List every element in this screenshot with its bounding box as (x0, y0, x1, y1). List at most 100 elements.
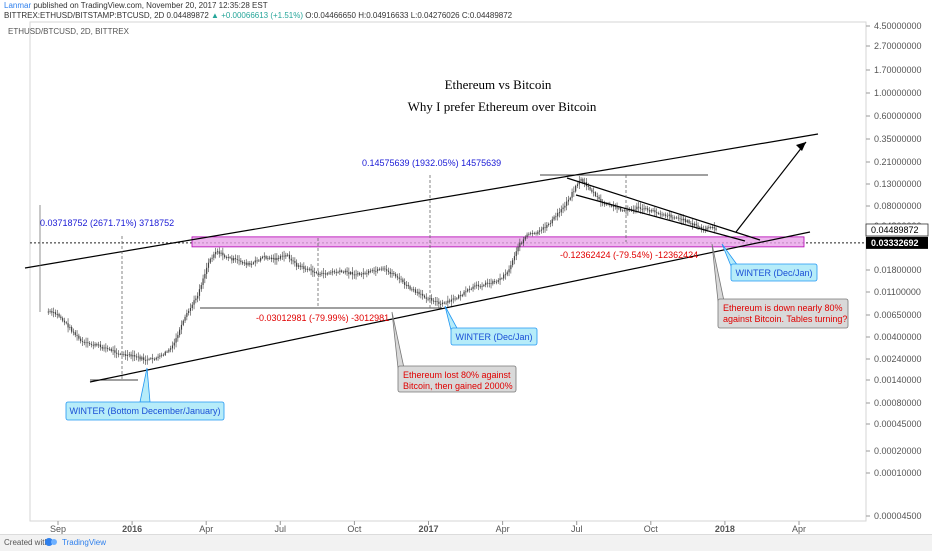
candle-body (382, 269, 383, 270)
candle-body (271, 258, 272, 259)
candle-body (404, 282, 405, 285)
x-tick-label: 2017 (418, 524, 438, 534)
candle-body (345, 271, 346, 273)
candle-body (496, 282, 497, 283)
upper-channel-line (25, 134, 818, 268)
candle-body (348, 272, 349, 274)
candle-body (337, 272, 338, 273)
candle-body (408, 285, 409, 286)
candle-body (498, 280, 499, 282)
candle-body (303, 266, 304, 269)
y-tick-label: 0.60000000 (874, 111, 922, 121)
candle-body (206, 268, 207, 274)
candle-body (525, 237, 526, 240)
candle-body (121, 354, 122, 355)
projection-arrow-line (736, 142, 806, 232)
candle-body (289, 255, 290, 259)
candle-body (435, 301, 436, 302)
candle-body (519, 243, 520, 247)
candle-body (647, 208, 648, 210)
projection-arrowhead (796, 142, 806, 151)
candle-body (685, 219, 686, 222)
x-tick-label: Apr (792, 524, 806, 534)
y-tick-label: 2.70000000 (874, 41, 922, 51)
y-tick-label: 0.00650000 (874, 310, 922, 320)
candle-body (526, 235, 527, 237)
candle-body (561, 209, 562, 212)
candle-body (336, 272, 337, 273)
x-tick-label: Jul (571, 524, 583, 534)
candle-body (616, 207, 617, 208)
x-tick-label: Sep (50, 524, 66, 534)
measure-label: -0.12362424 (-79.54%) -12362424 (560, 250, 698, 260)
candle-body (372, 270, 373, 271)
candle-body (280, 256, 281, 259)
candle-body (93, 345, 94, 346)
candle-body (228, 257, 229, 258)
candle-body (595, 192, 596, 196)
y-tick-label: 4.50000000 (874, 21, 922, 31)
candle-body (559, 212, 560, 213)
candle-body (85, 342, 86, 343)
candle-body (672, 218, 673, 219)
candle-body (532, 233, 533, 234)
candle-body (580, 179, 581, 181)
candle-body (163, 355, 164, 356)
candle-body (48, 312, 49, 313)
candle-body (566, 201, 567, 205)
candle-body (681, 219, 682, 220)
candle-body (159, 355, 160, 356)
chart-title: Ethereum vs Bitcoin (445, 77, 552, 92)
candle-body (242, 262, 243, 263)
candle-body (409, 286, 410, 289)
candle-body (100, 345, 101, 348)
candle-body (55, 312, 56, 314)
candle-body (678, 218, 679, 219)
candle-body (546, 225, 547, 228)
measure-label: 0.03718752 (2671.71%) 3718752 (40, 218, 174, 228)
candle-body (577, 184, 578, 186)
candle-body (465, 291, 466, 292)
candle-body (152, 358, 153, 359)
candle-body (699, 227, 700, 228)
candle-body (429, 298, 430, 299)
candle-body (503, 275, 504, 279)
candle-body (309, 269, 310, 270)
candle-body (282, 256, 283, 257)
candle-body (202, 278, 203, 285)
candle-body (535, 233, 536, 234)
measure-label: -0.03012981 (-79.99%) -3012981 (256, 313, 389, 323)
candle-body (550, 223, 551, 224)
candle-body (674, 218, 675, 219)
candle-body (316, 272, 317, 273)
last-price-tag-text: 0.04489872 (871, 225, 919, 235)
candle-body (714, 227, 715, 229)
candle-body (132, 355, 133, 356)
tradingview-brand-link[interactable]: TradingView (62, 538, 106, 547)
candle-body (537, 232, 538, 234)
candle-body (49, 311, 50, 312)
candle-body (73, 332, 74, 333)
candle-body (134, 355, 135, 356)
candle-body (384, 269, 385, 270)
candle-body (222, 253, 223, 256)
candle-body (125, 354, 126, 356)
candle-body (172, 345, 173, 348)
candle-body (422, 294, 423, 296)
candle-body (658, 213, 659, 214)
candle-body (190, 308, 191, 311)
candle-body (402, 279, 403, 282)
candle-body (508, 269, 509, 272)
x-tick-label: 2016 (122, 524, 142, 534)
candle-body (469, 289, 470, 290)
candle-body (102, 347, 103, 348)
candle-body (210, 259, 211, 263)
price-chart[interactable]: 4.500000002.700000001.700000001.00000000… (0, 0, 932, 534)
candle-body (179, 330, 180, 336)
candle-body (449, 301, 450, 302)
candle-body (91, 344, 92, 345)
candle-body (395, 274, 396, 276)
candle-body (328, 273, 329, 274)
candle-body (332, 271, 333, 272)
candle-body (199, 289, 200, 296)
